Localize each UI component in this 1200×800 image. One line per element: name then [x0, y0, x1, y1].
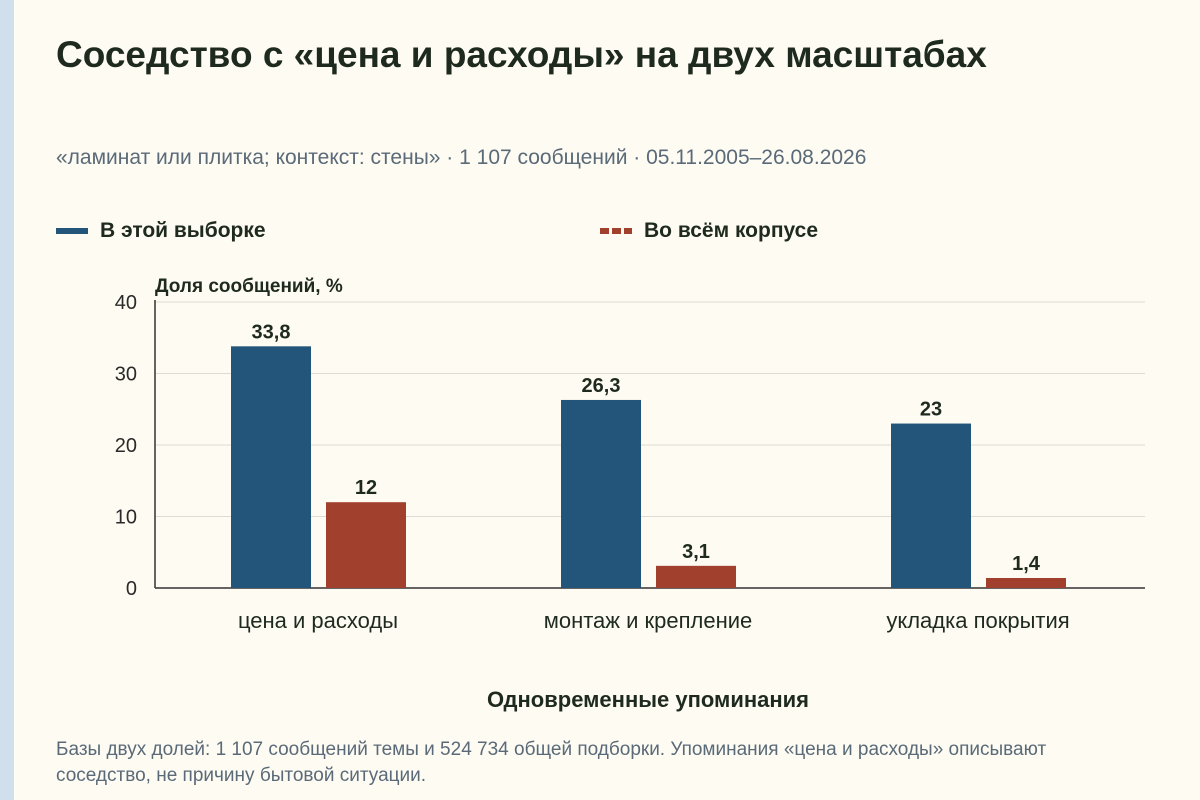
data-label: 3,1: [682, 541, 710, 563]
bar-sample: [891, 423, 971, 588]
y-tick-label: 0: [126, 578, 137, 600]
bar-sample: [561, 399, 641, 588]
chart-subtitle: «ламинат или плитка; контекст: стены» · …: [56, 146, 867, 169]
bar-corpus: [986, 577, 1066, 588]
bar-corpus: [326, 502, 406, 588]
footnote: Базы двух долей: 1 107 сообщений темы и …: [56, 739, 1047, 786]
bar-corpus: [656, 565, 736, 588]
chart-title: Соседство с «цена и расходы» на двух мас…: [56, 34, 987, 75]
data-label: 33,8: [252, 321, 291, 343]
data-label: 26,3: [582, 375, 621, 397]
data-label: 12: [355, 477, 377, 499]
y-axis-label: Доля сообщений, %: [155, 276, 343, 297]
legend-label-sample: В этой выборке: [100, 219, 266, 242]
x-tick-label: цена и расходы: [238, 608, 398, 633]
left-edge-strip: [0, 0, 14, 800]
x-tick-label: монтаж и крепление: [544, 608, 753, 633]
data-label: 1,4: [1012, 553, 1041, 575]
legend-swatch-sample: [56, 228, 88, 234]
y-tick-label: 10: [115, 507, 137, 529]
data-label: 23: [920, 399, 942, 421]
x-tick-label: укладка покрытия: [886, 608, 1069, 633]
bar-sample: [231, 346, 311, 588]
y-tick-label: 30: [115, 364, 137, 386]
y-tick-label: 20: [115, 435, 137, 457]
legend-item-sample: В этой выборке: [56, 219, 266, 243]
legend-swatch-corpus: [600, 228, 632, 234]
legend-label-corpus: Во всём корпусе: [644, 219, 819, 242]
y-tick-label: 40: [115, 292, 137, 314]
x-axis-label: Одновременные упоминания: [487, 687, 809, 712]
legend-item-corpus: Во всём корпусе: [600, 219, 818, 243]
